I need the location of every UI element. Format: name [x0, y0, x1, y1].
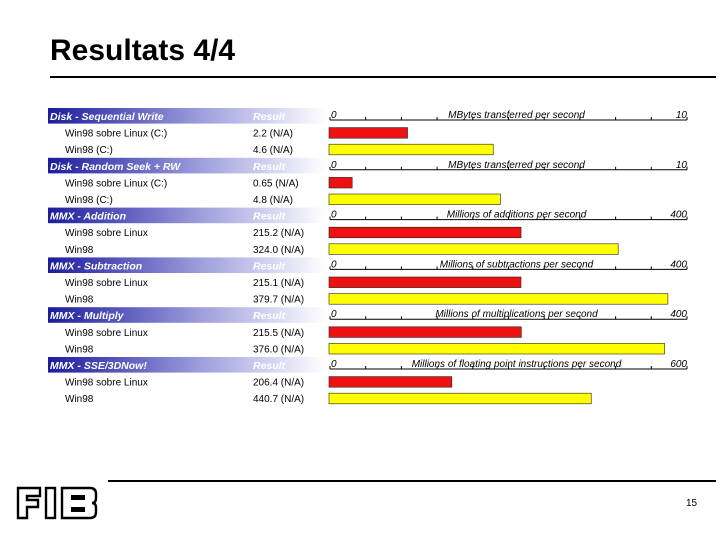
section-header-band: [48, 357, 326, 373]
row-result: 215.5 (N/A): [253, 328, 304, 339]
section-header-band: [48, 108, 326, 124]
row-label: Win98 sobre Linux: [65, 378, 148, 389]
bar-red: [328, 127, 408, 139]
row-result: 4.8 (N/A): [253, 195, 293, 206]
section-title: MMX - SSE/3DNow!: [50, 360, 147, 372]
title-divider: [50, 76, 716, 78]
result-header: Result: [253, 211, 286, 223]
axis-max-label: 600: [670, 359, 687, 370]
section-header-band: [48, 257, 326, 273]
footer-divider: [108, 480, 716, 482]
bar-red: [328, 177, 353, 189]
row-result: 440.7 (N/A): [253, 394, 304, 405]
axis-min-label: 0: [331, 359, 337, 370]
row-label: Win98 sobre Linux: [65, 228, 148, 239]
axis-max-label: 400: [670, 309, 687, 320]
section-header-band: [48, 307, 326, 323]
axis-max-label: 400: [670, 259, 687, 270]
section-header-band: [48, 157, 326, 174]
section-title: MMX - Multiply: [50, 310, 125, 322]
axis-min-label: 0: [331, 160, 337, 171]
axis-max-label: 10: [676, 110, 688, 121]
row-label: Win98 sobre Linux (C:): [65, 178, 167, 189]
bar-yellow: [328, 293, 669, 305]
row-result: 206.4 (N/A): [253, 378, 304, 389]
axis-unit-label: Millions of additions per second: [447, 210, 587, 221]
section-title: Disk - Random Seek + RW: [50, 161, 181, 173]
row-label: Win98 (C:): [65, 145, 113, 156]
result-header: Result: [253, 310, 286, 322]
row-result: 2.2 (N/A): [253, 129, 293, 140]
section-title: Disk - Sequential Write: [50, 111, 164, 123]
bar-yellow: [328, 392, 592, 405]
row-label: Win98 sobre Linux: [65, 278, 148, 289]
axis-unit-label: Millions of floating point instructions …: [412, 359, 622, 370]
bar-yellow: [328, 143, 494, 156]
axis-unit-label: Millions of subtractions per second: [440, 259, 594, 270]
bar-yellow: [328, 193, 501, 205]
row-label: Win98 sobre Linux (C:): [65, 129, 167, 140]
fib-logo: [16, 486, 98, 520]
result-header: Result: [253, 360, 286, 372]
bar-yellow: [328, 243, 619, 255]
benchmark-chart: Disk - Sequential Write Result 0 10 MBytes t…: [48, 108, 688, 405]
page-number: 15: [686, 498, 698, 509]
row-label: Win98 (C:): [65, 195, 113, 206]
row-label: Win98: [65, 245, 94, 256]
axis-min-label: 0: [331, 309, 337, 320]
result-header: Result: [253, 111, 286, 123]
row-result: 379.7 (N/A): [253, 295, 304, 306]
axis-min-label: 0: [331, 259, 337, 270]
axis-min-label: 0: [331, 110, 337, 121]
row-result: 4.6 (N/A): [253, 145, 293, 156]
row-label: Win98: [65, 295, 94, 306]
row-result: 376.0 (N/A): [253, 344, 304, 355]
row-result: 215.2 (N/A): [253, 228, 304, 239]
axis-max-label: 400: [670, 210, 687, 221]
slide-title: Resultats 4/4: [50, 34, 236, 67]
axis-max-label: 10: [676, 160, 688, 171]
result-header: Result: [253, 161, 286, 173]
axis-unit-label: Millions of multiplications per second: [435, 309, 598, 320]
row-label: Win98: [65, 344, 94, 355]
row-result: 324.0 (N/A): [253, 245, 304, 256]
row-label: Win98 sobre Linux: [65, 328, 148, 339]
row-result: 215.1 (N/A): [253, 278, 304, 289]
row-label: Win98: [65, 394, 94, 405]
section-header-band: [48, 207, 326, 224]
bar-red: [328, 376, 453, 388]
bar-yellow: [328, 343, 665, 355]
result-header: Result: [253, 260, 286, 272]
section-title: MMX - Addition: [50, 211, 126, 223]
axis-unit-label: MBytes transferred per second: [448, 160, 585, 171]
axis-unit-label: MBytes transferred per second: [448, 110, 585, 121]
bar-red: [328, 226, 522, 239]
bar-red: [328, 276, 522, 288]
section-title: MMX - Subtraction: [50, 260, 142, 272]
bar-red: [328, 326, 522, 338]
row-result: 0.65 (N/A): [253, 178, 299, 189]
axis-min-label: 0: [331, 210, 337, 221]
